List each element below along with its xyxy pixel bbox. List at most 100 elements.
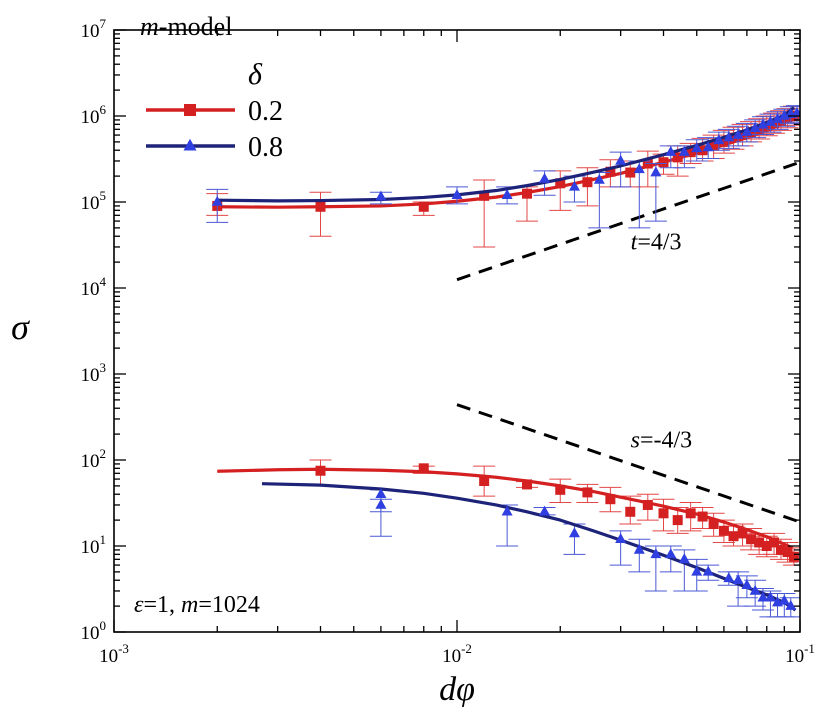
series-lower-0.8 [261,482,800,618]
point-upper-0.8-8 [633,163,645,174]
legend-marker-0 [184,104,196,116]
y-tick-label-2: 102 [81,446,107,472]
point-lower-0.8-5 [615,533,627,543]
point-lower-0.2-5 [582,487,593,498]
t-exponent: t=4/3 [631,230,682,256]
y-tick-label-3: 103 [81,360,107,386]
point-upper-0.2-7 [605,166,616,177]
fit-curve-upper-0.8 [217,106,795,203]
point-lower-0.8-2 [501,505,513,516]
point-upper-0.2-4 [522,188,533,199]
x-tick-label-1: 10-2 [442,641,472,667]
point-lower-0.8-20 [785,599,797,610]
point-lower-0.2-22 [782,547,793,558]
y-axis-label: σ [11,307,30,347]
labels: 10-3 10-2 10-1 100 101 102 103 104 105 106 107 dφ σ m… [11,12,815,708]
s-guide-line [456,403,800,524]
point-upper-0.8-10 [665,146,677,156]
point-lower-0.8-8 [665,548,677,559]
point-lower-0.8-9 [678,553,690,564]
x-axis-label: dφ [439,671,475,708]
point-lower-0.2-14 [718,525,729,536]
point-lower-0.8-4 [568,527,580,538]
point-lower-0.8-6 [633,543,645,554]
point-upper-0.2-14 [708,140,719,151]
point-upper-0.8-7 [615,154,627,165]
t-guide-line [456,160,800,282]
point-lower-0.8-16 [757,591,769,602]
point-lower-0.2-0 [315,465,326,476]
point-lower-0.8-14 [741,579,753,589]
point-lower-0.8-3 [539,505,551,516]
point-upper-0.8-20 [764,115,776,126]
point-upper-0.2-3 [479,190,490,201]
y-tick-label-6: 106 [81,102,107,128]
fit-curve-lower-0.2 [217,467,794,550]
point-upper-0.2-1 [315,201,326,212]
point-lower-0.2-4 [555,484,566,495]
point-lower-0.8-15 [749,584,761,595]
point-upper-0.8-17 [741,125,753,136]
point-lower-0.8-1 [375,498,387,509]
plot-area [206,105,800,618]
point-lower-0.2-19 [761,541,772,551]
y-tick-label-0: 100 [81,618,107,644]
point-upper-0.8-2 [451,189,463,199]
point-lower-0.2-6 [605,494,616,505]
point-lower-0.2-1 [418,463,429,474]
point-upper-0.8-24 [791,106,800,117]
point-lower-0.8-12 [723,572,735,583]
legend-label-1: 0.8 [248,132,283,163]
point-lower-0.8-0 [375,488,387,498]
series-upper-0.8 [206,105,800,229]
x-tick-label-2: 10-1 [785,641,815,667]
point-lower-0.2-18 [754,537,765,548]
point-upper-0.8-0 [211,195,223,206]
model-label: m-model [140,12,232,41]
series-lower-0.2 [217,459,800,566]
point-upper-0.2-15 [718,136,729,147]
point-lower-0.2-21 [775,544,786,555]
point-upper-0.8-18 [749,122,761,133]
point-upper-0.8-1 [375,190,387,201]
point-lower-0.2-9 [658,508,669,519]
point-upper-0.8-4 [539,172,551,183]
point-upper-0.2-8 [625,167,636,178]
point-upper-0.8-12 [691,142,703,153]
legend-title: δ [248,58,263,91]
point-upper-0.8-14 [713,134,725,145]
point-lower-0.8-17 [764,591,776,602]
point-lower-0.8-7 [650,548,662,559]
point-upper-0.2-6 [582,177,593,188]
point-lower-0.8-10 [691,565,703,576]
s-exponent: s=-4/3 [631,427,693,453]
point-lower-0.2-13 [708,519,719,530]
point-upper-0.2-5 [555,178,566,189]
point-lower-0.2-16 [737,528,748,539]
point-upper-0.2-13 [697,145,708,156]
y-tick-label-4: 104 [81,274,107,300]
point-upper-0.8-16 [732,128,744,139]
point-lower-0.2-3 [522,479,533,490]
point-lower-0.2-23 [788,551,799,562]
point-upper-0.8-3 [501,189,513,199]
y-tick-label-5: 105 [81,188,107,214]
point-lower-0.2-12 [697,511,708,522]
point-lower-0.2-7 [625,506,636,517]
point-lower-0.2-15 [728,531,739,542]
point-lower-0.8-19 [778,594,790,605]
point-upper-0.2-2 [418,201,429,212]
point-lower-0.2-20 [769,537,780,548]
point-lower-0.2-17 [746,534,757,545]
legend-marker-1 [183,138,197,151]
point-upper-0.8-21 [772,112,784,123]
legend: δ 0.2 0.8 [146,58,283,163]
point-upper-0.8-15 [723,131,735,142]
y-tick-label-1: 101 [81,532,107,558]
point-upper-0.8-13 [702,141,714,152]
params-label: ε=1, m=1024 [134,592,260,618]
axes [113,29,801,633]
point-upper-0.2-12 [685,147,696,158]
x-tick-label-0: 10-3 [99,641,129,667]
